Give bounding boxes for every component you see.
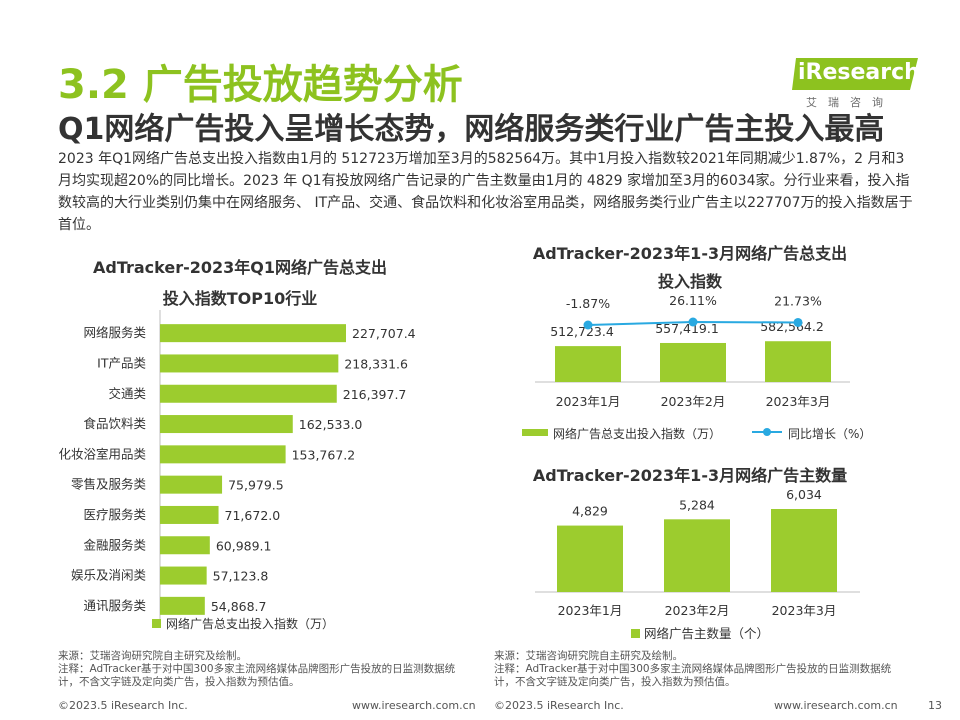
advertiser-count-bar-chart: 4,829 2023年1月 5,284 2023年2月 6,034 2023年3月网络广告… — [535, 487, 860, 641]
legend-line-marker — [763, 428, 771, 436]
section-title: 3.2 广告投放趋势分析 — [58, 62, 463, 108]
growth-point — [688, 317, 698, 327]
growth-label: 21.73% — [774, 293, 822, 308]
monthly-spend-chart-title-line1: AdTracker-2023年1-3月网络广告总支出 — [532, 244, 848, 263]
category-label: 化妆浴室用品类 — [58, 446, 146, 461]
x-tick-label: 2023年2月 — [665, 603, 730, 618]
top10-industry-bar-chart: 网络服务类 227,707.4 IT产品类 218,331.6 交通类 216,397.7… — [58, 310, 416, 631]
x-tick-label: 2023年1月 — [556, 394, 621, 409]
growth-point — [583, 320, 593, 330]
summary-paragraph: 2023 年Q1网络广告总支出投入指数由1月的 512723万增加至3月的582… — [58, 151, 913, 233]
value-label: 75,979.5 — [228, 478, 284, 493]
left-chart-title-line2: 投入指数TOP10行业 — [162, 289, 318, 308]
bar-value-label: 5,284 — [679, 497, 715, 512]
category-label: 交通类 — [108, 386, 146, 401]
footer-url-left[interactable]: www.iresearch.com.cn — [352, 699, 476, 712]
x-tick-label: 2023年2月 — [661, 394, 726, 409]
bar — [160, 415, 293, 434]
bar — [160, 324, 346, 343]
footer-copyright-left: ©2023.5 iResearch Inc. — [58, 699, 188, 712]
category-label: 食品饮料类 — [83, 416, 146, 431]
value-label: 54,868.7 — [211, 599, 267, 614]
left-source-note: 来源：艾瑞咨询研究院自主研究及绘制。 — [58, 650, 247, 662]
footer-copyright-right: ©2023.5 iResearch Inc. — [494, 699, 624, 712]
legend-label: 网络广告主数量（个） — [644, 626, 769, 641]
bar-value-label: 4,829 — [572, 504, 608, 519]
bar — [160, 475, 223, 494]
bar-value-label: 512,723.4 — [550, 324, 614, 339]
page-subtitle: Q1网络广告投入呈增长态势，网络服务类行业广告主投入最高 — [58, 112, 885, 147]
right-remark-note: 注释：AdTracker基于对中国300多家主流网络媒体品牌图形广告投放的日监测… — [494, 663, 892, 688]
left-notes: 来源：艾瑞咨询研究院自主研究及绘制。 注释：AdTracker基于对中国300多… — [58, 650, 468, 689]
category-label: 娱乐及消闲类 — [71, 568, 147, 583]
value-label: 162,533.0 — [299, 417, 363, 432]
left-remark-note: 注释：AdTracker基于对中国300多家主流网络媒体品牌图形广告投放的日监测… — [58, 663, 456, 688]
monthly-spend-combo-chart: 512,723.42023年1月557,419.12023年2月582,564.… — [522, 293, 871, 441]
bar — [160, 505, 219, 524]
growth-label: 26.11% — [669, 293, 717, 308]
logo-subtitle: 艾瑞咨询 — [806, 96, 894, 109]
x-tick-label: 2023年3月 — [766, 394, 831, 409]
value-label: 57,123.8 — [213, 569, 269, 584]
bar — [664, 519, 730, 592]
logo-badge-shape — [792, 58, 918, 90]
value-label: 227,707.4 — [352, 326, 416, 341]
category-label: IT产品类 — [97, 355, 146, 370]
bar — [771, 509, 837, 592]
advertiser-count-chart-title: AdTracker-2023年1-3月网络广告主数量 — [532, 466, 848, 485]
growth-label: -1.87% — [566, 296, 610, 311]
value-label: 153,767.2 — [292, 447, 356, 462]
left-chart-title-line1: AdTracker-2023年Q1网络广告总支出 — [92, 258, 388, 277]
bar — [557, 525, 623, 592]
bar — [660, 342, 726, 382]
bar — [765, 341, 831, 382]
category-label: 通讯服务类 — [83, 598, 146, 613]
legend-swatch — [152, 619, 161, 628]
legend-bar-swatch — [522, 429, 548, 436]
value-label: 71,672.0 — [225, 508, 281, 523]
value-label: 60,989.1 — [216, 538, 272, 553]
footer-url-right[interactable]: www.iresearch.com.cn — [774, 699, 898, 712]
logo-badge — [792, 58, 918, 90]
legend-bar-label: 网络广告总支出投入指数（万） — [553, 426, 721, 441]
bar — [160, 384, 337, 403]
monthly-spend-chart-title-line2: 投入指数 — [657, 272, 722, 291]
bar — [160, 536, 210, 555]
value-label: 218,331.6 — [344, 356, 408, 371]
legend-line-label: 同比增长（%） — [788, 427, 871, 441]
value-label: 216,397.7 — [343, 387, 407, 402]
x-tick-label: 2023年3月 — [772, 603, 837, 618]
growth-point — [793, 317, 803, 327]
bar — [555, 346, 621, 382]
bar — [160, 566, 207, 585]
legend-swatch — [631, 629, 640, 638]
category-label: 零售及服务类 — [71, 477, 147, 492]
iresearch-logo: iResearch 艾瑞咨询 — [792, 54, 922, 110]
bar-value-label: 6,034 — [786, 487, 822, 502]
category-label: 金融服务类 — [83, 537, 146, 552]
page-number: 13 — [928, 699, 942, 712]
right-source-note: 来源：艾瑞咨询研究院自主研究及绘制。 — [494, 650, 683, 662]
x-tick-label: 2023年1月 — [558, 603, 623, 618]
category-label: 网络服务类 — [83, 325, 146, 340]
category-label: 医疗服务类 — [83, 507, 146, 522]
bar-value-label: 557,419.1 — [655, 321, 719, 336]
bar — [160, 445, 286, 464]
logo-word: iResearch — [798, 60, 920, 85]
legend-label: 网络广告总支出投入指数（万） — [166, 616, 334, 631]
bar — [160, 596, 205, 615]
bar — [160, 354, 339, 373]
right-notes: 来源：艾瑞咨询研究院自主研究及绘制。 注释：AdTracker基于对中国300多… — [494, 650, 904, 689]
